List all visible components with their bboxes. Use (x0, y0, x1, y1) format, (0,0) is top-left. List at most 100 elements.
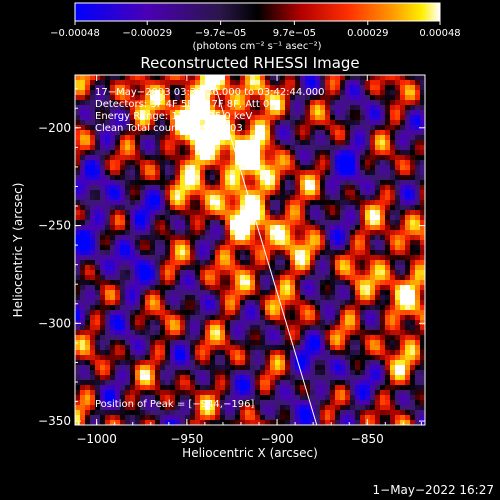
heatmap-cell (410, 195, 416, 201)
heatmap-cell (80, 155, 86, 161)
heatmap-cell (400, 135, 406, 141)
heatmap-cell (80, 175, 86, 181)
heatmap-cell (315, 135, 321, 141)
heatmap-cell (235, 270, 241, 276)
heatmap-cell (320, 165, 326, 171)
heatmap-cell (235, 170, 241, 176)
heatmap-cell (125, 400, 131, 406)
heatmap-cell (360, 360, 366, 366)
heatmap-cell (225, 90, 231, 96)
heatmap-cell (155, 350, 161, 356)
heatmap-cell (100, 320, 106, 326)
heatmap-cell (185, 340, 191, 346)
heatmap-cell (85, 260, 91, 266)
heatmap-cell (125, 115, 131, 121)
heatmap-cell (385, 240, 391, 246)
heatmap-cell (390, 125, 396, 131)
heatmap-cell (330, 345, 336, 351)
heatmap-cell (235, 265, 241, 271)
heatmap-cell (140, 165, 146, 171)
heatmap-cell (360, 240, 366, 246)
heatmap-cell (325, 280, 331, 286)
heatmap-cell (335, 290, 341, 296)
heatmap-cell (100, 105, 106, 111)
heatmap-cell (405, 185, 411, 191)
heatmap-cell (125, 90, 131, 96)
heatmap-cell (365, 350, 371, 356)
heatmap-cell (115, 385, 121, 391)
heatmap-cell (75, 180, 81, 186)
heatmap-cell (110, 265, 116, 271)
heatmap-cell (200, 305, 206, 311)
heatmap-cell (105, 400, 111, 406)
heatmap-cell (120, 290, 126, 296)
heatmap-cell (130, 345, 136, 351)
heatmap-cell (385, 325, 391, 331)
heatmap-cell (380, 275, 386, 281)
heatmap-cell (160, 200, 166, 206)
heatmap-cell (340, 380, 346, 386)
heatmap-cell (355, 265, 361, 271)
heatmap-cell (85, 85, 91, 91)
heatmap-cell (205, 185, 211, 191)
heatmap-cell (220, 170, 226, 176)
heatmap-cell (305, 310, 311, 316)
heatmap-cell (165, 105, 171, 111)
heatmap-cell (370, 275, 376, 281)
heatmap-cell (265, 235, 271, 241)
heatmap-cell (100, 375, 106, 381)
heatmap-cell (260, 170, 266, 176)
heatmap-cell (275, 170, 281, 176)
heatmap-cell (240, 225, 246, 231)
heatmap-cell (185, 140, 191, 146)
heatmap-cell (125, 240, 131, 246)
heatmap-cell (410, 190, 416, 196)
heatmap-cell (75, 335, 81, 341)
heatmap-cell (80, 165, 86, 171)
heatmap-cell (340, 180, 346, 186)
heatmap-cell (310, 340, 316, 346)
heatmap-cell (145, 140, 151, 146)
heatmap-cell (245, 155, 251, 161)
heatmap-cell (90, 115, 96, 121)
heatmap-cell (185, 275, 191, 281)
heatmap-cell (130, 235, 136, 241)
heatmap-cell (245, 405, 251, 411)
heatmap-cell (385, 110, 391, 116)
heatmap-cell (145, 395, 151, 401)
heatmap-cell (390, 85, 396, 91)
heatmap-cell (170, 200, 176, 206)
heatmap-cell (405, 80, 411, 86)
heatmap-cell (260, 350, 266, 356)
heatmap-cell (355, 215, 361, 221)
y-tick-label: −350 (38, 414, 71, 428)
heatmap-cell (105, 130, 111, 136)
heatmap-cell (210, 215, 216, 221)
heatmap-cell (130, 95, 136, 101)
heatmap-cell (290, 150, 296, 156)
heatmap-cell (270, 385, 276, 391)
heatmap-cell (305, 390, 311, 396)
heatmap-cell (380, 160, 386, 166)
heatmap-cell (245, 415, 251, 421)
colorbar-ticks: −0.00048 −0.00029 −9.7e−05 9.7e−05 0.00029 0.… (50, 21, 461, 39)
heatmap-cell (205, 270, 211, 276)
heatmap-cell (135, 200, 141, 206)
heatmap-cell (270, 310, 276, 316)
heatmap-cell (315, 280, 321, 286)
heatmap-cell (125, 215, 131, 221)
heatmap-cell (170, 365, 176, 371)
heatmap-cell (190, 75, 196, 81)
heatmap-cell (225, 300, 231, 306)
heatmap-cell (90, 385, 96, 391)
heatmap-cell (95, 370, 101, 376)
heatmap-cell (255, 120, 261, 126)
heatmap-cell (75, 405, 81, 411)
heatmap-cell (75, 170, 81, 176)
heatmap-cell (260, 275, 266, 281)
heatmap-cell (160, 360, 166, 366)
heatmap-cell (315, 315, 321, 321)
heatmap-cell (210, 325, 216, 331)
heatmap-cell (245, 410, 251, 416)
heatmap-cell (225, 195, 231, 201)
